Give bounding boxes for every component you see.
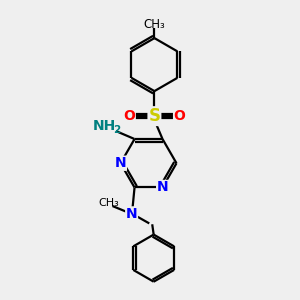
Text: N: N <box>157 181 168 194</box>
Text: 2: 2 <box>113 124 121 135</box>
Text: N: N <box>126 207 137 221</box>
Text: N: N <box>115 156 126 170</box>
Text: NH: NH <box>92 119 116 133</box>
Text: O: O <box>173 109 185 123</box>
Text: O: O <box>124 109 135 123</box>
Text: CH₃: CH₃ <box>98 198 119 208</box>
Text: S: S <box>148 107 160 125</box>
Text: CH₃: CH₃ <box>143 18 165 31</box>
